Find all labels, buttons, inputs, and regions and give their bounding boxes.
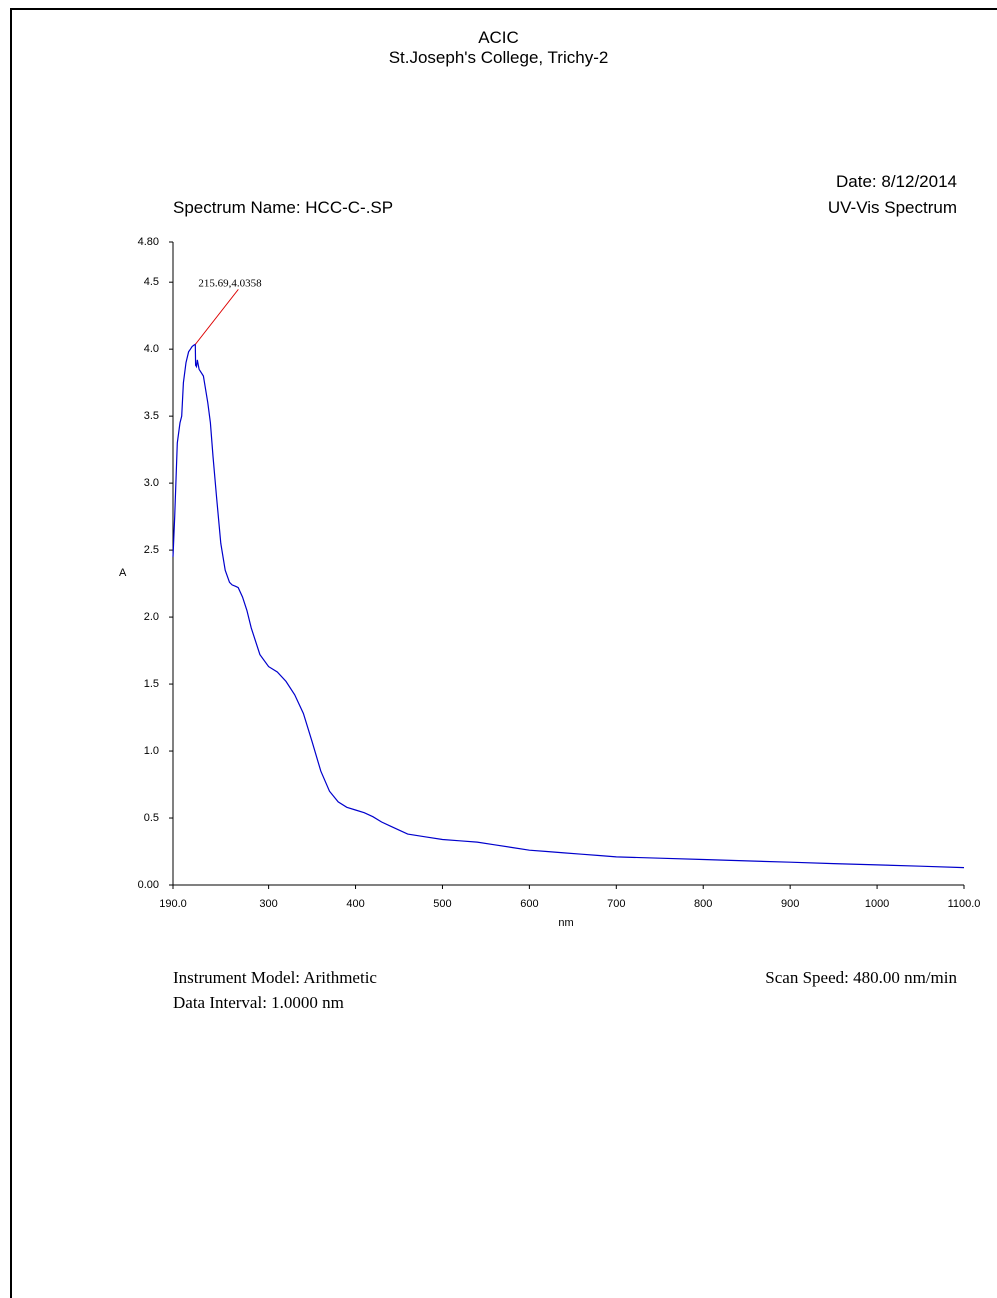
y-tick-label: 3.0 xyxy=(144,477,159,489)
y-tick-label: 1.0 xyxy=(144,745,159,757)
spectrum-series-line xyxy=(172,343,965,869)
x-tick-label: 600 xyxy=(520,898,538,910)
x-tick-label: 700 xyxy=(607,898,625,910)
y-tick-label: 0.5 xyxy=(144,812,159,824)
y-tick-label: 3.5 xyxy=(144,410,159,422)
chart-series xyxy=(172,343,965,869)
y-tick-label: 4.80 xyxy=(138,236,159,248)
data-interval: Data Interval: 1.0000 nm xyxy=(173,993,344,1012)
report-title: ACIC xyxy=(478,28,519,47)
x-tick-label: 190.0 xyxy=(159,898,187,910)
x-tick-label: 400 xyxy=(346,898,364,910)
x-tick-label: 1000 xyxy=(865,898,889,910)
report-subtitle: St.Joseph's College, Trichy-2 xyxy=(388,48,609,67)
y-tick-label: 0.00 xyxy=(138,879,159,891)
x-tick-label: 900 xyxy=(781,898,799,910)
page-frame xyxy=(10,8,997,1298)
y-tick-label: 4.0 xyxy=(144,343,159,355)
chart-annotations: 215.69,4.0358 xyxy=(194,277,262,345)
spectrum-type: UV-Vis Spectrum xyxy=(827,198,957,217)
y-tick-label: 1.5 xyxy=(144,678,159,690)
y-tick-label: 2.0 xyxy=(144,611,159,623)
x-tick-label: 1100.0 xyxy=(948,898,981,910)
x-axis-label: nm xyxy=(558,917,573,929)
instrument-model: Instrument Model: Arithmetic xyxy=(173,968,377,987)
x-tick-label: 800 xyxy=(694,898,712,910)
peak-marker-line xyxy=(194,289,239,345)
y-tick-label: 2.5 xyxy=(144,544,159,556)
scan-speed: Scan Speed: 480.00 nm/min xyxy=(765,968,957,987)
x-tick-label: 500 xyxy=(433,898,451,910)
x-tick-label: 300 xyxy=(259,898,277,910)
y-axis-label: A xyxy=(119,567,127,579)
y-tick-label: 4.5 xyxy=(144,276,159,288)
peak-annotation-label: 215.69,4.0358 xyxy=(198,277,262,289)
chart-axes: 0.00 0.5 1.0 1.5 2.0 2.5 3.0 3.5 4.0 4.5 4.80 190.0… xyxy=(138,236,981,910)
spectrum-name: Spectrum Name: HCC-C-.SP xyxy=(173,198,394,217)
report-date: Date: 8/12/2014 xyxy=(836,172,957,191)
